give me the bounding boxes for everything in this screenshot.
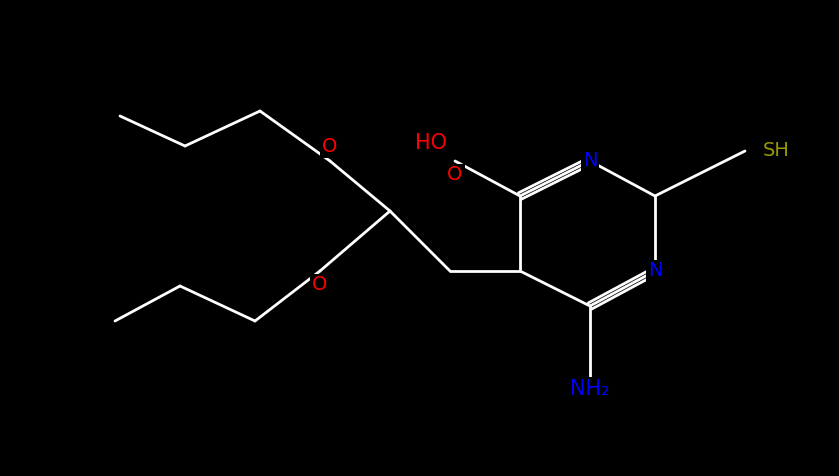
Text: O: O [312, 276, 328, 295]
Text: SH: SH [763, 141, 789, 160]
Text: HO: HO [415, 133, 447, 153]
Text: N: N [648, 261, 662, 280]
Text: O: O [322, 138, 337, 157]
Text: NH₂: NH₂ [571, 379, 610, 399]
Text: N: N [583, 151, 597, 170]
Text: O: O [447, 166, 462, 185]
